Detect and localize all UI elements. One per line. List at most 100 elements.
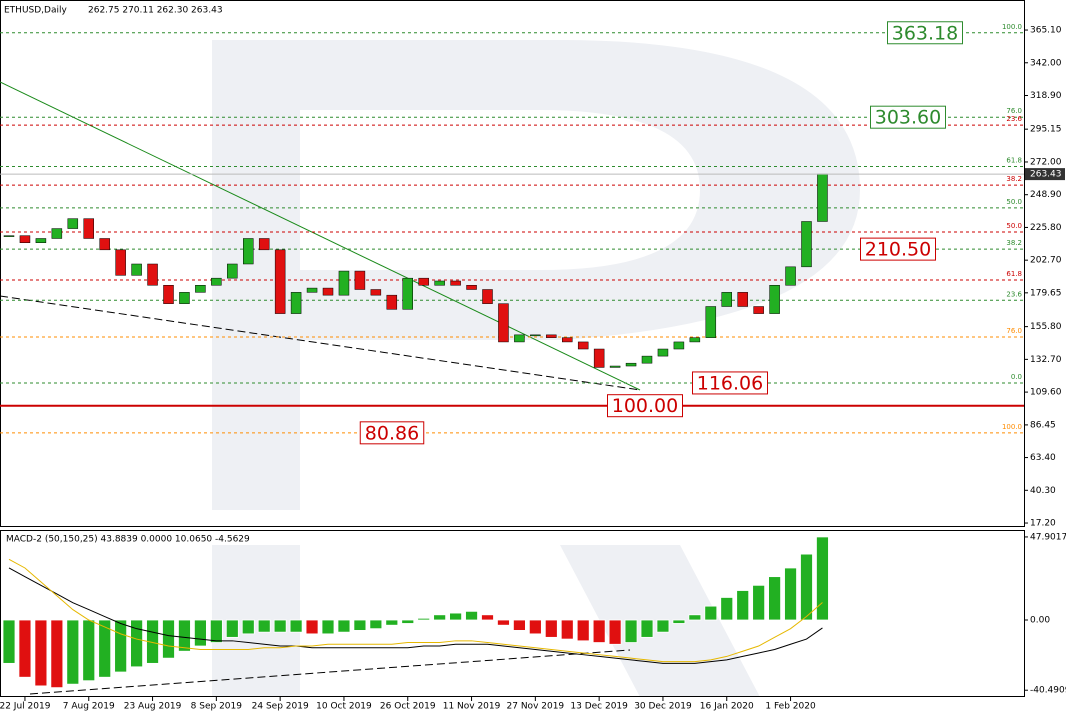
candle bbox=[418, 277, 429, 286]
y-tick-label: 179.65 bbox=[1030, 288, 1062, 298]
histogram-bar bbox=[465, 610, 478, 621]
candle bbox=[625, 362, 637, 367]
histogram-bar bbox=[544, 619, 558, 638]
histogram-bar bbox=[784, 567, 797, 621]
macd-line bbox=[8, 558, 823, 663]
y-tick-label: 132.70 bbox=[1030, 355, 1062, 365]
price-box bbox=[607, 394, 683, 418]
histogram-bar bbox=[321, 619, 335, 635]
histogram-bar bbox=[560, 619, 574, 640]
histogram-bar bbox=[130, 619, 144, 668]
histogram-bar bbox=[672, 619, 686, 624]
candle bbox=[274, 249, 286, 314]
x-tick-label: 1 Feb 2020 bbox=[765, 702, 816, 712]
candle bbox=[562, 337, 573, 343]
y-tick-label: 47.9017 bbox=[1030, 532, 1066, 542]
histogram-bar bbox=[50, 619, 64, 689]
candle bbox=[354, 270, 366, 290]
price-box bbox=[860, 237, 936, 261]
x-tick-label: 13 Dec 2019 bbox=[570, 702, 628, 712]
y-tick-label: 155.80 bbox=[1030, 322, 1062, 332]
candle bbox=[211, 277, 222, 286]
price-label: 363.18 bbox=[892, 22, 958, 44]
y-tick-label: 318.90 bbox=[1030, 91, 1062, 101]
level-label: 76.0 bbox=[1006, 327, 1022, 335]
candle bbox=[737, 292, 748, 307]
y-tick-label: 17.20 bbox=[1030, 519, 1056, 529]
histogram-bar bbox=[752, 584, 766, 621]
price-label: 210.50 bbox=[865, 239, 931, 261]
candle bbox=[434, 280, 445, 286]
y-tick-label: 342.00 bbox=[1030, 58, 1062, 68]
histogram-bar bbox=[82, 619, 96, 682]
y-tick-label: 225.80 bbox=[1030, 223, 1062, 233]
candle bbox=[195, 285, 206, 293]
candle bbox=[19, 235, 31, 243]
level-label: 61.8 bbox=[1006, 270, 1022, 278]
y-tick-label: 63.40 bbox=[1030, 453, 1056, 463]
macd-title: MACD-2 (50,150,25) 43.8839 0.0000 10.065… bbox=[6, 535, 250, 545]
y-tick-label: -40.4909 bbox=[1030, 686, 1066, 696]
candle bbox=[769, 285, 780, 314]
histogram-bar bbox=[225, 619, 239, 638]
level-label: 50.0 bbox=[1006, 222, 1022, 230]
level-label: 100.0 bbox=[1002, 23, 1022, 31]
histogram-bar bbox=[688, 614, 702, 621]
histogram-bar bbox=[162, 619, 175, 659]
histogram-bar bbox=[241, 619, 255, 635]
candle bbox=[657, 348, 669, 357]
histogram-bar bbox=[353, 619, 367, 631]
candle bbox=[546, 334, 557, 338]
level-label: 23.6 bbox=[1006, 115, 1022, 123]
price-label: 116.06 bbox=[697, 372, 763, 394]
candle bbox=[227, 263, 238, 279]
candle bbox=[705, 306, 717, 338]
histogram-bar bbox=[369, 619, 383, 630]
candle bbox=[466, 285, 477, 290]
x-tick-label: 23 Aug 2019 bbox=[124, 702, 182, 712]
histogram-bar bbox=[704, 605, 718, 621]
candle bbox=[322, 287, 334, 296]
candle bbox=[498, 303, 509, 343]
x-tick-label: 8 Sep 2019 bbox=[191, 702, 243, 712]
histogram-bar bbox=[497, 619, 510, 626]
y-tick-label: 272.00 bbox=[1030, 157, 1062, 167]
price-box bbox=[870, 105, 946, 129]
histogram-bar bbox=[624, 619, 638, 643]
histogram-bar bbox=[768, 576, 781, 621]
histogram-bar bbox=[66, 619, 80, 685]
last-price: 263.43 bbox=[1030, 170, 1062, 180]
histogram-bar bbox=[449, 612, 463, 621]
histogram-bar bbox=[257, 619, 271, 633]
histogram-bar bbox=[433, 614, 447, 621]
price-box bbox=[692, 371, 768, 395]
candle bbox=[147, 263, 158, 286]
y-tick-label: 365.10 bbox=[1030, 26, 1062, 36]
histogram-bar bbox=[481, 614, 494, 621]
candle bbox=[450, 280, 461, 286]
x-tick-label: 16 Jan 2020 bbox=[700, 702, 754, 712]
y-tick-label: 0.00 bbox=[1030, 616, 1050, 626]
candle bbox=[3, 235, 15, 237]
candle bbox=[386, 294, 398, 310]
candle bbox=[785, 266, 796, 286]
candle bbox=[402, 277, 413, 310]
histogram-bar bbox=[98, 619, 112, 678]
histogram-bar bbox=[720, 597, 734, 621]
histogram-bar bbox=[417, 617, 431, 621]
histogram-bar bbox=[18, 619, 32, 678]
level-label: 38.2 bbox=[1006, 239, 1022, 247]
y-tick-label: 40.30 bbox=[1030, 486, 1056, 496]
candle bbox=[817, 173, 828, 222]
x-tick-label: 22 Jul 2019 bbox=[0, 702, 51, 712]
x-tick-label: 7 Aug 2019 bbox=[63, 702, 115, 712]
candle bbox=[593, 348, 605, 368]
candle bbox=[577, 341, 589, 350]
trend-line bbox=[0, 81, 641, 391]
x-tick-label: 27 Nov 2019 bbox=[507, 702, 565, 712]
trend-line bbox=[29, 649, 631, 695]
y-tick-label: 295.15 bbox=[1030, 125, 1062, 135]
macd-line bbox=[8, 567, 823, 664]
histogram-bar bbox=[114, 619, 128, 673]
macd-panel bbox=[0, 530, 1025, 697]
